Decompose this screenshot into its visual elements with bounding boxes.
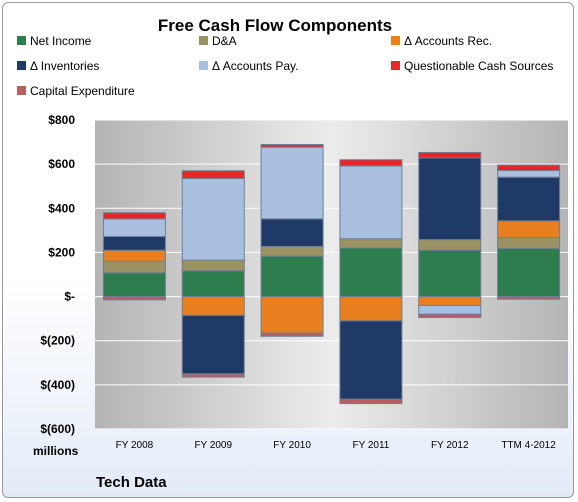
- bar-questionable-cash-sources-fy-2010: [260, 143, 324, 148]
- bar-capital-expenditure-fy-2008: [102, 296, 166, 301]
- bar-capital-expenditure-fy-2009: [181, 373, 245, 378]
- y-tick-label: $(400): [40, 378, 75, 392]
- bar-questionable-cash-sources-fy-2009: [181, 170, 245, 179]
- legend-swatch-questionable-cash-sources: [391, 61, 400, 70]
- bar-d-a-fy-2011: [339, 238, 403, 249]
- bar-delta-inventories-fy-2009: [181, 314, 245, 375]
- x-tick-label: FY 2008: [116, 440, 154, 451]
- legend-label-delta-accounts-pay: Δ Accounts Pay.: [212, 59, 299, 73]
- bar-delta-inventories-ttm-4-2012: [497, 176, 561, 222]
- chart-title: Free Cash Flow Components: [158, 16, 392, 35]
- legend-swatch-delta-accounts-rec: [391, 36, 400, 45]
- x-axis: FY 2008 FY 2009 FY 2010 FY 2011 FY 2012 TTM 4…: [116, 440, 557, 451]
- y-tick-label: $-: [64, 290, 75, 304]
- legend-swatch-delta-accounts-pay: [199, 61, 208, 70]
- x-tick-label: TTM 4-2012: [501, 440, 556, 451]
- bar-delta-accounts-rec-fy-2010: [260, 296, 324, 334]
- legend-label-capital-expenditure: Capital Expenditure: [30, 84, 135, 98]
- y-tick-label: $(200): [40, 334, 75, 348]
- chart: Free Cash Flow Components Net Income D&A Δ…: [17, 16, 568, 491]
- gridlines: [95, 119, 568, 430]
- bar-d-a-fy-2012: [418, 239, 482, 251]
- bar-net-income-ttm-4-2012: [497, 247, 561, 298]
- bar-delta-inventories-fy-2008: [102, 236, 166, 251]
- bar-delta-inventories-fy-2012: [418, 157, 482, 241]
- bar-d-a-fy-2008: [102, 260, 166, 274]
- plot-area: [95, 120, 568, 429]
- bar-delta-accounts-pay-fy-2011: [339, 165, 403, 240]
- legend-swatch-net-income: [17, 36, 26, 45]
- y-tick-label: $400: [48, 201, 75, 215]
- bar-questionable-cash-sources-fy-2011: [339, 159, 403, 167]
- bar-delta-accounts-pay-fy-2008: [102, 218, 166, 238]
- chart-frame: Free Cash Flow Components Net Income D&A Δ…: [2, 2, 574, 498]
- bar-delta-accounts-rec-fy-2009: [181, 296, 245, 316]
- bar-capital-expenditure-ttm-4-2012: [497, 296, 561, 300]
- legend-label-net-income: Net Income: [30, 34, 92, 48]
- bar-net-income-fy-2008: [102, 272, 166, 298]
- legend-label-questionable-cash-sources: Questionable Cash Sources: [404, 59, 553, 73]
- bar-net-income-fy-2010: [260, 255, 324, 298]
- bar-questionable-cash-sources-ttm-4-2012: [497, 164, 561, 172]
- bar-net-income-fy-2009: [181, 270, 245, 298]
- bar-capital-expenditure-fy-2011: [339, 398, 403, 405]
- bar-questionable-cash-sources-fy-2008: [102, 212, 166, 220]
- bar-delta-inventories-fy-2011: [339, 320, 403, 400]
- bar-delta-accounts-pay-fy-2010: [260, 146, 324, 220]
- bar-net-income-fy-2011: [339, 247, 403, 298]
- x-tick-label: FY 2012: [431, 440, 469, 451]
- bar-net-income-fy-2012: [418, 249, 482, 298]
- unit-label: millions: [33, 444, 79, 458]
- bar-delta-accounts-pay-fy-2012: [418, 304, 482, 315]
- legend-label-delta-accounts-rec: Δ Accounts Rec.: [404, 34, 492, 48]
- bar-delta-accounts-rec-fy-2008: [102, 249, 166, 262]
- legend-swatch-delta-inventories: [17, 61, 26, 70]
- bar-delta-inventories-fy-2010: [260, 218, 324, 247]
- legend: Net Income D&A Δ Accounts Rec. Δ Inventorie…: [17, 34, 553, 98]
- y-tick-label: $(600): [40, 422, 75, 436]
- x-tick-label: FY 2010: [273, 440, 311, 451]
- y-tick-label: $600: [48, 157, 75, 171]
- y-tick-label: $200: [48, 245, 75, 259]
- bar-questionable-cash-sources-fy-2012: [418, 151, 482, 159]
- bar-d-a-ttm-4-2012: [497, 236, 561, 249]
- legend-swatch-capital-expenditure: [17, 86, 26, 95]
- legend-label-delta-inventories: Δ Inventories: [30, 59, 99, 73]
- bar-delta-accounts-rec-ttm-4-2012: [497, 220, 561, 238]
- bar-delta-accounts-rec-fy-2012: [418, 296, 482, 306]
- bar-capital-expenditure-fy-2010: [260, 332, 324, 337]
- bars: [102, 143, 561, 405]
- bar-delta-accounts-pay-ttm-4-2012: [497, 170, 561, 178]
- bar-delta-accounts-rec-fy-2011: [339, 296, 403, 322]
- bar-d-a-fy-2009: [181, 259, 245, 272]
- x-tick-label: FY 2011: [352, 440, 389, 451]
- legend-label-d-a: D&A: [212, 34, 237, 48]
- legend-swatch-d-a: [199, 36, 208, 45]
- x-tick-label: FY 2009: [194, 440, 232, 451]
- y-axis: $800 $600 $400 $200 $- $(200) $(400) $(600): [40, 113, 75, 436]
- bar-capital-expenditure-fy-2012: [418, 313, 482, 319]
- bar-delta-accounts-pay-fy-2009: [181, 177, 245, 261]
- y-tick-label: $800: [48, 113, 75, 127]
- bar-d-a-fy-2010: [260, 245, 324, 257]
- company-name: Tech Data: [96, 474, 167, 491]
